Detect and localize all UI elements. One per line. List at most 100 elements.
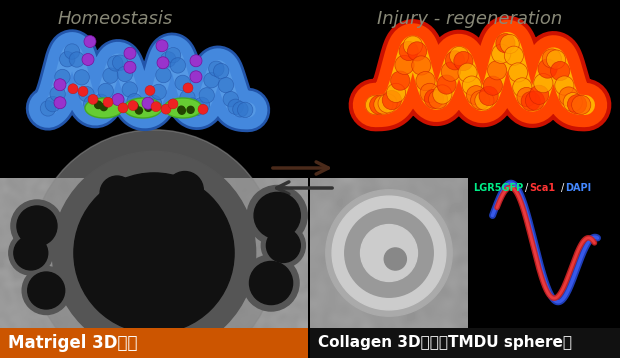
Circle shape [529,85,549,105]
Circle shape [249,261,293,305]
Circle shape [454,52,473,71]
Circle shape [112,93,124,106]
Circle shape [386,83,405,102]
Circle shape [190,55,202,67]
Circle shape [178,106,185,113]
Ellipse shape [124,98,162,118]
Circle shape [332,196,446,310]
Circle shape [407,42,427,61]
Circle shape [471,91,490,110]
Circle shape [146,95,162,111]
Circle shape [88,95,98,105]
Circle shape [559,87,578,106]
Circle shape [161,104,171,114]
Circle shape [458,63,477,82]
Circle shape [479,86,498,106]
Circle shape [145,104,152,111]
Circle shape [145,86,155,96]
Circle shape [175,75,190,91]
Circle shape [262,223,306,267]
Circle shape [525,91,544,110]
Circle shape [466,86,485,105]
Circle shape [9,231,53,275]
Circle shape [17,206,57,246]
Circle shape [45,96,61,112]
Circle shape [14,236,48,270]
Circle shape [95,102,102,108]
Text: Matrigel 3D培養: Matrigel 3D培養 [8,334,138,352]
Circle shape [517,87,536,107]
Circle shape [28,272,64,309]
Circle shape [475,91,494,110]
Circle shape [521,92,540,111]
Circle shape [128,101,138,111]
Circle shape [433,85,452,104]
Circle shape [534,73,553,93]
Text: Homeostasis: Homeostasis [58,10,172,28]
Circle shape [391,71,410,90]
Circle shape [117,66,133,82]
Circle shape [141,100,157,116]
Circle shape [237,102,253,118]
Text: DAPI: DAPI [565,183,591,193]
Circle shape [232,102,248,117]
Circle shape [60,52,75,67]
Circle shape [161,52,176,67]
Circle shape [151,102,161,112]
Circle shape [551,61,570,81]
Circle shape [213,63,229,79]
Circle shape [136,101,152,117]
Circle shape [508,63,528,82]
Circle shape [168,99,178,109]
Text: LGR5GFP: LGR5GFP [473,183,523,193]
Circle shape [441,62,461,81]
Circle shape [416,72,435,91]
Circle shape [365,95,384,115]
Ellipse shape [164,98,202,118]
Text: Injury - regeneration: Injury - regeneration [378,10,562,28]
Circle shape [156,67,171,83]
Circle shape [204,73,219,88]
Circle shape [84,35,96,48]
Circle shape [190,71,202,83]
Circle shape [487,61,507,80]
Circle shape [437,75,456,94]
Circle shape [483,76,502,95]
Circle shape [542,49,561,68]
Circle shape [420,83,440,102]
Circle shape [98,83,113,99]
Circle shape [118,103,128,113]
Circle shape [572,95,591,115]
Circle shape [103,68,118,83]
Circle shape [247,185,308,246]
Circle shape [112,55,128,70]
Circle shape [78,86,88,96]
Circle shape [179,107,185,114]
Circle shape [170,58,185,73]
Circle shape [504,46,523,65]
Circle shape [500,34,520,54]
Circle shape [345,209,433,297]
Circle shape [31,130,277,358]
Circle shape [538,59,557,78]
Circle shape [399,42,419,61]
Text: /: / [525,183,528,193]
Circle shape [122,82,138,97]
Circle shape [131,103,138,110]
Circle shape [194,97,210,113]
Circle shape [89,98,104,114]
Circle shape [95,101,102,108]
Circle shape [384,248,406,270]
Circle shape [55,69,70,85]
Circle shape [124,47,136,59]
Bar [310,328,620,358]
Circle shape [142,97,154,109]
Circle shape [166,47,181,63]
Circle shape [50,86,65,102]
Circle shape [95,171,139,215]
Circle shape [84,96,99,111]
Circle shape [462,76,481,95]
Circle shape [131,100,147,115]
Circle shape [189,100,205,116]
Circle shape [161,166,209,214]
